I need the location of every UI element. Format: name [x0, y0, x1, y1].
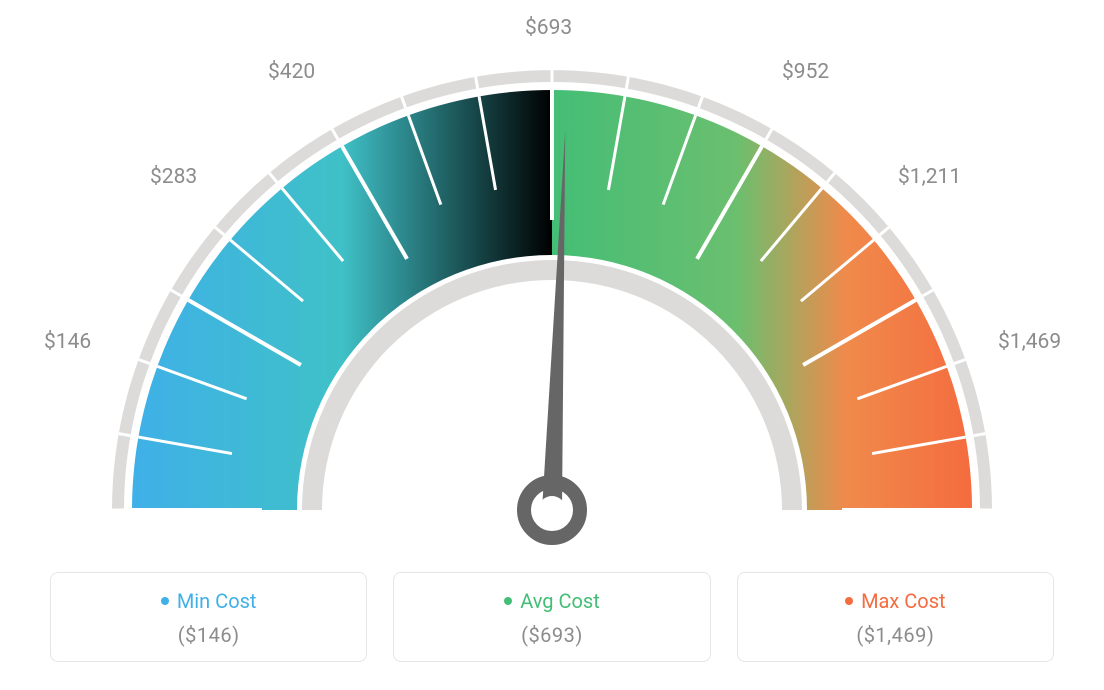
gauge-chart: $146 $283 $420 $693 $952 $1,211 $1,469 — [0, 0, 1104, 560]
gauge-tick-label: $283 — [150, 165, 197, 189]
legend-dot-icon — [845, 597, 853, 605]
gauge-tick-label: $1,211 — [898, 165, 961, 189]
legend-title-text: Max Cost — [861, 589, 946, 613]
legend-card: Min Cost ($146) — [50, 572, 367, 662]
legend-title: Max Cost — [845, 589, 946, 613]
gauge-tick-label: $693 — [525, 16, 572, 40]
legend-title-text: Avg Cost — [520, 589, 600, 613]
legend-title-text: Min Cost — [177, 589, 257, 613]
gauge-tick-label: $952 — [782, 60, 829, 84]
legend-value: ($1,469) — [756, 623, 1035, 647]
legend-value: ($146) — [69, 623, 348, 647]
chart-container: $146 $283 $420 $693 $952 $1,211 $1,469 Min Cos… — [0, 0, 1104, 690]
legend-value: ($693) — [412, 623, 691, 647]
gauge-tick-label: $146 — [44, 330, 91, 354]
legend-row: Min Cost ($146) Avg Cost ($693) Max Cost ($1,… — [0, 572, 1104, 662]
gauge-tick-label: $420 — [268, 60, 315, 84]
legend-dot-icon — [161, 597, 169, 605]
gauge-svg — [52, 10, 1052, 570]
legend-card: Avg Cost ($693) — [393, 572, 710, 662]
legend-card: Max Cost ($1,469) — [737, 572, 1054, 662]
legend-dot-icon — [504, 597, 512, 605]
legend-title: Avg Cost — [504, 589, 600, 613]
gauge-tick-label: $1,469 — [998, 330, 1061, 354]
legend-title: Min Cost — [161, 589, 257, 613]
